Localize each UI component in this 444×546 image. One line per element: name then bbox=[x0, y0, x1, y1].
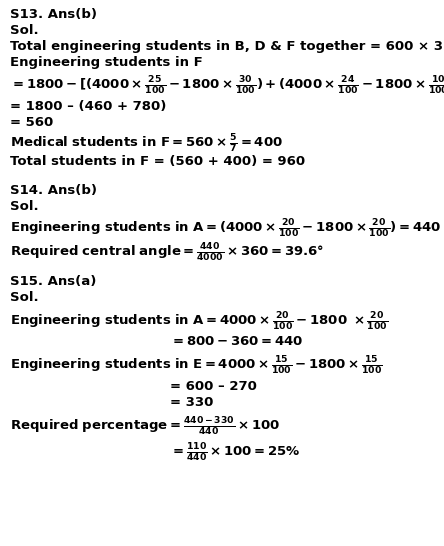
Text: $\mathbf{Engineering\ students\ in\ A = (4000 \times \frac{20}{100} - 1800 \time: $\mathbf{Engineering\ students\ in\ A = … bbox=[10, 218, 441, 240]
Text: S15. Ans(a): S15. Ans(a) bbox=[10, 275, 96, 288]
Text: $\mathbf{Medical\ students\ in\ F = 560 \times \frac{5}{7} = 400}$: $\mathbf{Medical\ students\ in\ F = 560 … bbox=[10, 133, 283, 155]
Text: $\mathbf{Engineering\ students\ in\ E = 4000 \times \frac{15}{100} - 1800 \times: $\mathbf{Engineering\ students\ in\ E = … bbox=[10, 355, 383, 377]
Text: S14. Ans(b): S14. Ans(b) bbox=[10, 184, 97, 197]
Text: = 330: = 330 bbox=[170, 396, 214, 409]
Text: = 600 – 270: = 600 – 270 bbox=[170, 380, 257, 393]
Text: $\mathbf{Required\ central\ angle = \frac{440}{4000} \times 360 = 39.6°}$: $\mathbf{Required\ central\ angle = \fra… bbox=[10, 242, 324, 264]
Text: = 1800 – (460 + 780): = 1800 – (460 + 780) bbox=[10, 100, 166, 113]
Text: $\mathbf{Engineering\ students\ in\ A = 4000 \times \frac{20}{100} - 1800\ \time: $\mathbf{Engineering\ students\ in\ A = … bbox=[10, 311, 388, 333]
Text: = 560: = 560 bbox=[10, 116, 53, 129]
Text: $\mathbf{= 800 - 360 = 440}$: $\mathbf{= 800 - 360 = 440}$ bbox=[170, 335, 303, 348]
Text: $\mathbf{Required\ percentage = \frac{440 - 330}{440} \times 100}$: $\mathbf{Required\ percentage = \frac{44… bbox=[10, 416, 280, 438]
Text: $\mathbf{= \frac{110}{440} \times 100 = 25\%}$: $\mathbf{= \frac{110}{440} \times 100 = … bbox=[170, 442, 301, 464]
Text: S13. Ans(b): S13. Ans(b) bbox=[10, 8, 97, 21]
Text: Total students in F = (560 + 400) = 960: Total students in F = (560 + 400) = 960 bbox=[10, 155, 305, 168]
Text: Engineering students in F: Engineering students in F bbox=[10, 56, 203, 69]
Text: Sol.: Sol. bbox=[10, 24, 39, 37]
Text: Total engineering students in B, D & F together = 600 × 3 = 1800: Total engineering students in B, D & F t… bbox=[10, 40, 444, 53]
Text: Sol.: Sol. bbox=[10, 291, 39, 304]
Text: $\mathbf{= 1800 - [(4000 \times \frac{25}{100} - 1800 \times \frac{30}{100}) + (: $\mathbf{= 1800 - [(4000 \times \frac{25… bbox=[10, 75, 444, 97]
Text: Sol.: Sol. bbox=[10, 200, 39, 213]
